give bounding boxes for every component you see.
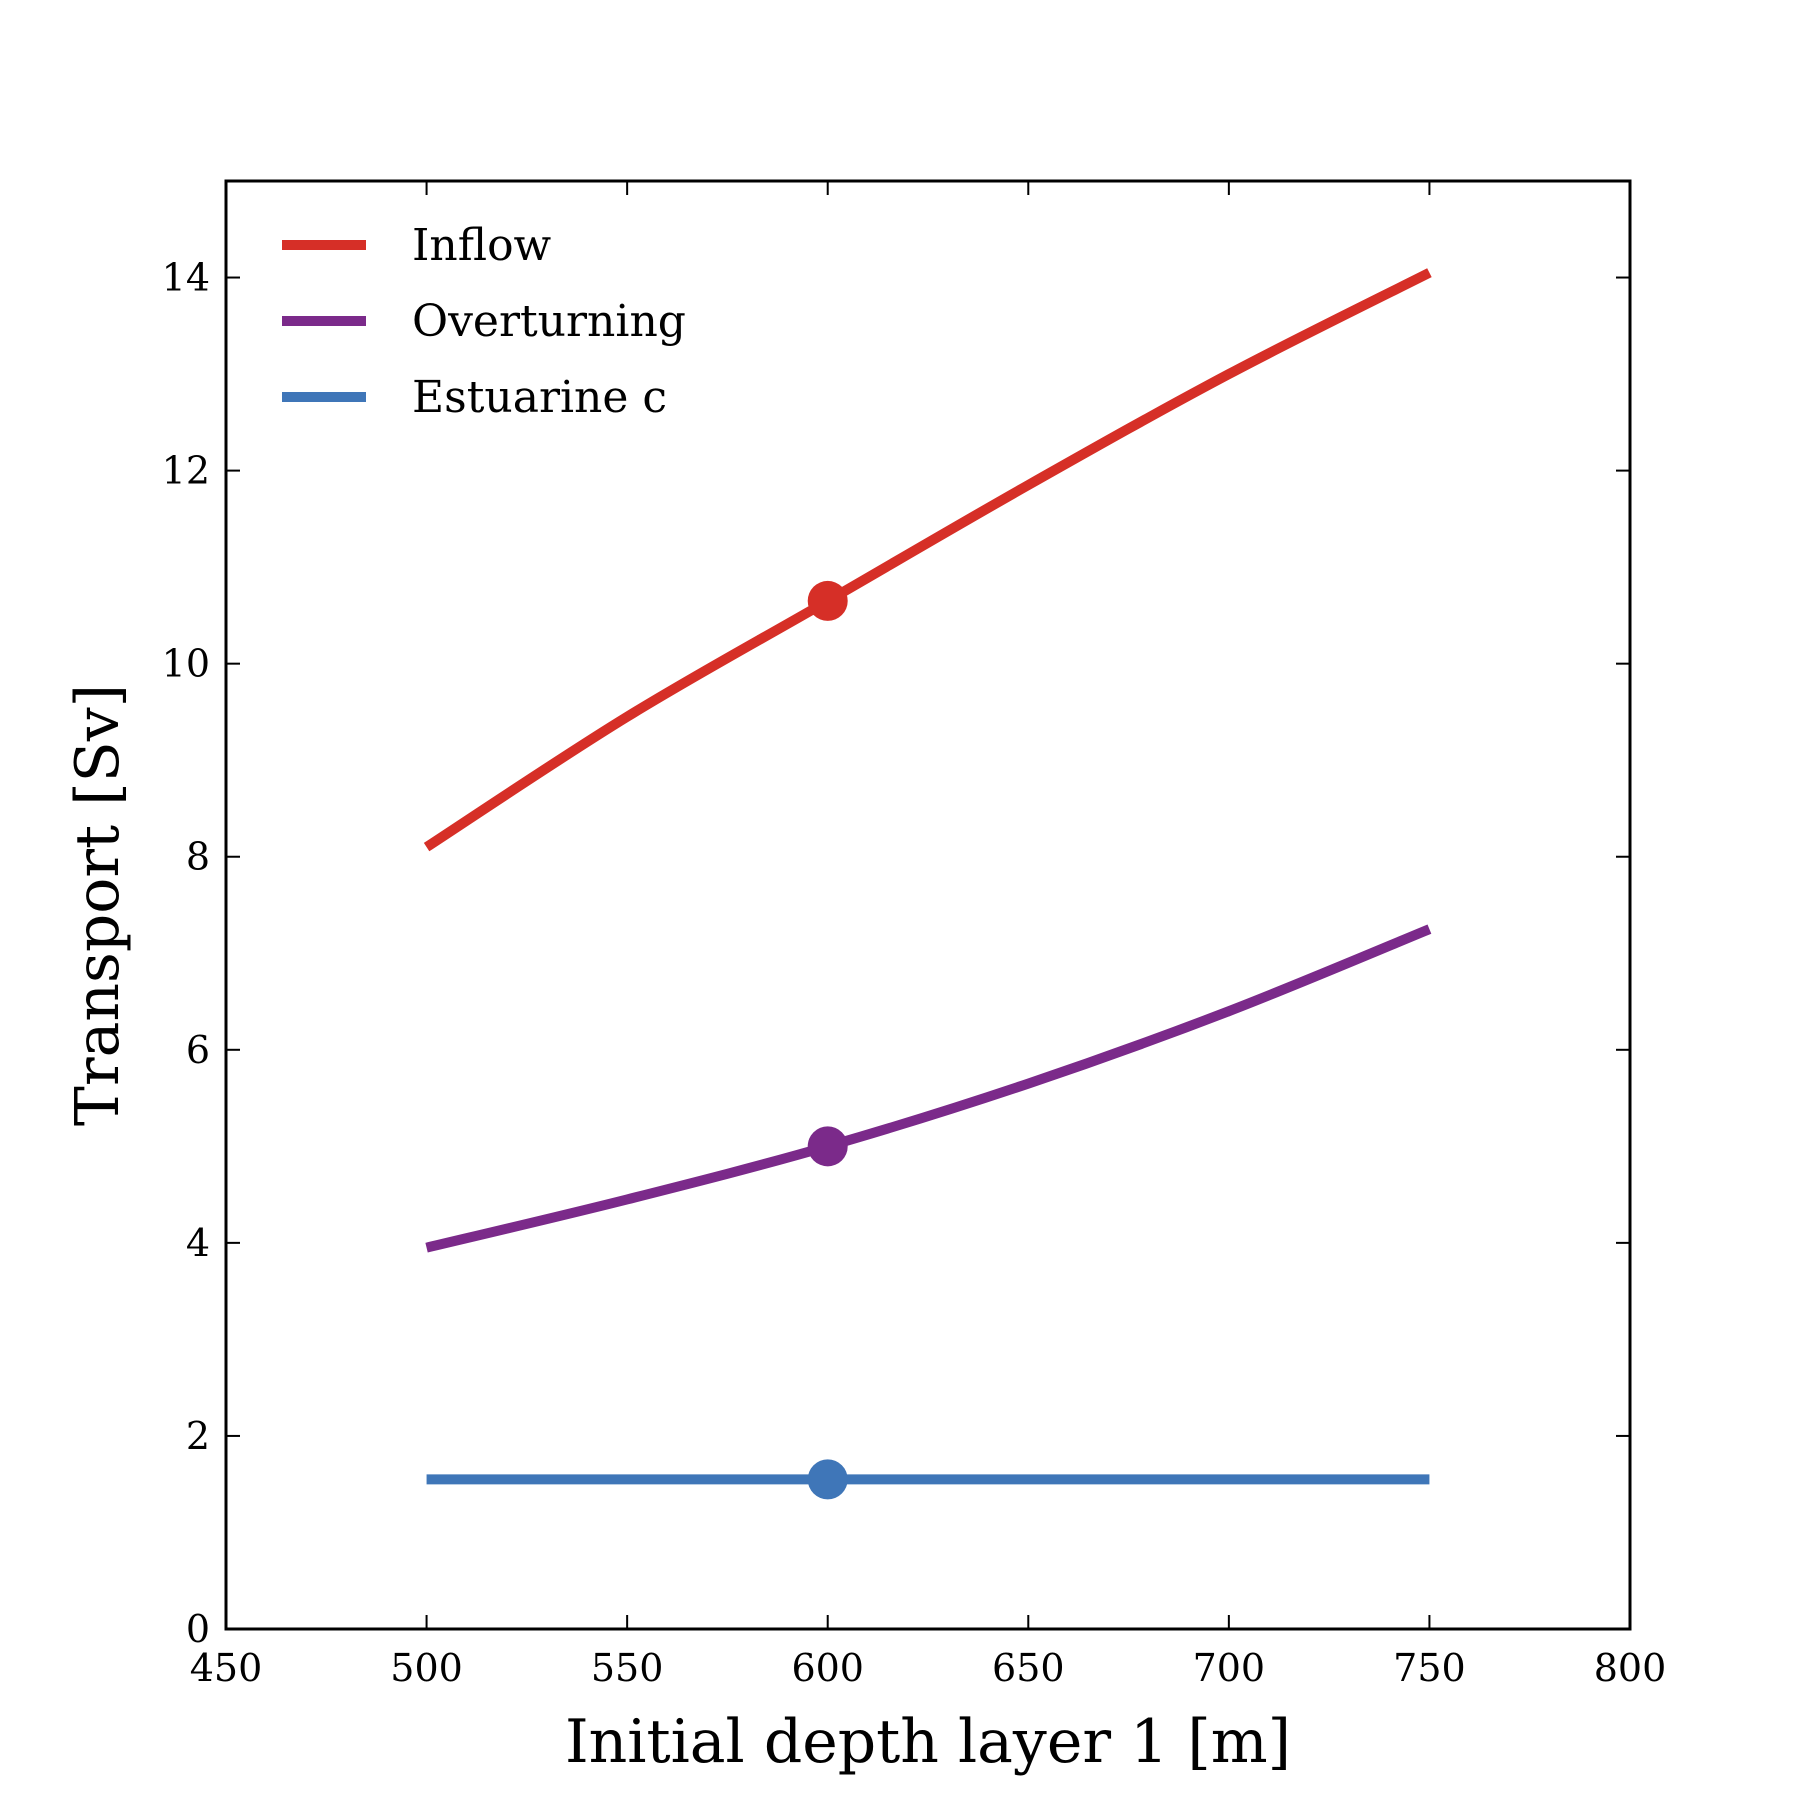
plot-frame [224,179,1632,1631]
x-tick-label: 650 [992,1646,1065,1690]
x-axis-label: Initial depth layer 1 [m] [565,1707,1291,1777]
y-tick-label: 8 [186,835,210,879]
legend-label: Overturning [412,296,686,347]
series-layer [423,268,1432,1500]
series-marker-estuarine-c [807,1459,848,1500]
y-tick-label: 2 [186,1414,210,1458]
y-tick-label: 0 [186,1607,210,1651]
legend: Inflow Overturning Estuarine c [282,220,686,423]
y-axis-label: Transport [Sv] [63,684,133,1126]
x-tick-label: 750 [1393,1646,1466,1690]
y-tick-label: 14 [162,256,210,300]
x-tick-label: 800 [1594,1646,1667,1690]
y-tick-label: 10 [162,642,210,686]
legend-label: Inflow [412,220,552,271]
series-marker-overturning [807,1126,848,1167]
y-tick-label: 4 [186,1221,210,1265]
series-marker-inflow [807,580,848,621]
x-tick-label: 700 [1193,1646,1266,1690]
ticks-layer: 450 500 550 600 650 700 750 800 0 2 4 6 8 10 12 14 [162,181,1667,1690]
x-tick-label: 600 [791,1646,864,1690]
x-tick-label: 500 [390,1646,463,1690]
x-tick-label: 550 [591,1646,664,1690]
x-tick-label: 450 [190,1646,263,1690]
y-tick-label: 6 [186,1028,210,1072]
legend-label: Estuarine c [412,372,667,423]
series-line-overturning [425,924,1432,1253]
series-line-inflow [423,268,1432,852]
y-tick-label: 12 [162,449,210,493]
